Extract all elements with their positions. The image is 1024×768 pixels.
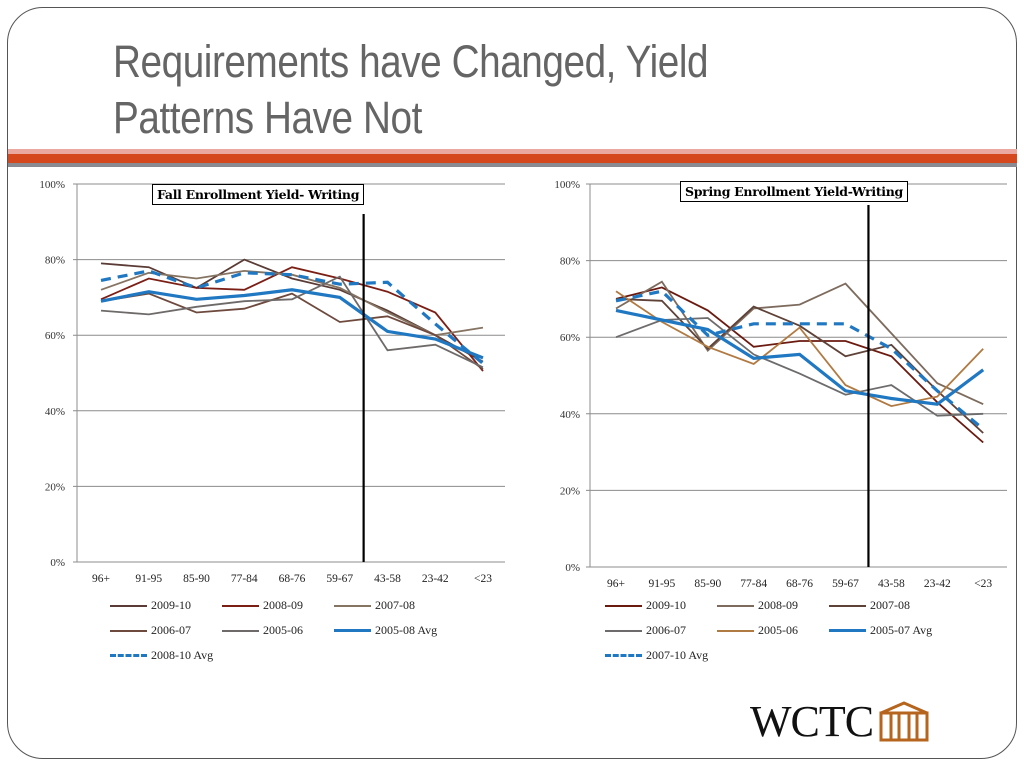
fall-chart-title: Fall Enrollment Yield- Writing: [152, 184, 365, 205]
legend-label: 2008-10 Avg: [151, 648, 214, 662]
x-tick-label: 77-84: [231, 573, 258, 585]
x-tick-label: 43-58: [878, 578, 905, 590]
legend-label: 2006-07: [151, 623, 191, 637]
legend-label: 2005-07 Avg: [870, 623, 933, 637]
spring-chart-title: Spring Enrollment Yield-Writing: [680, 181, 908, 202]
legend-swatch: [829, 604, 866, 607]
accent-stripe-light: [8, 149, 1017, 154]
building-columns-icon: [879, 701, 929, 742]
legend-label: 2006-07: [646, 623, 686, 637]
legend-label: 2005-08 Avg: [375, 623, 438, 637]
y-tick-label: 60%: [45, 330, 65, 342]
y-tick-label: 60%: [560, 332, 580, 344]
y-tick-label: 20%: [45, 481, 65, 493]
accent-stripe-gray: [8, 163, 1017, 167]
legend-label: 2005-06: [758, 623, 798, 637]
x-tick-label: 23-42: [422, 573, 449, 585]
y-tick-label: 0%: [565, 562, 580, 574]
y-tick-label: 20%: [560, 485, 580, 497]
legend-item: 2009-10: [605, 598, 686, 613]
legend-item: 2008-10 Avg: [110, 648, 213, 663]
series-line-2005-06: [100, 275, 484, 369]
y-tick-label: 100%: [554, 179, 580, 191]
y-tick-label: 80%: [45, 255, 65, 267]
x-tick-label: 85-90: [694, 578, 721, 590]
legend-item: 2006-07: [110, 623, 191, 638]
legend-label: 2008-09: [263, 598, 303, 612]
y-tick-label: 40%: [560, 409, 580, 421]
legend-swatch: [829, 629, 866, 632]
x-tick-label: 68-76: [279, 573, 306, 585]
series-line-2008-09: [615, 280, 984, 406]
legend-label: 2007-10 Avg: [646, 648, 709, 662]
slide-title: Requirements have Changed, Yield Pattern…: [113, 34, 853, 146]
legend-swatch: [605, 604, 642, 607]
legend-item: 2006-07: [605, 623, 686, 638]
legend-label: 2009-10: [646, 598, 686, 612]
spring-yield-chart: 0% 20% 40% 60% 80% 100% 96+ 91-95 85-90 77-84 68-7…: [554, 179, 1007, 590]
legend-item: 2005-06: [222, 623, 303, 638]
legend-label: 2008-09: [758, 598, 798, 612]
series-line-2006-07: [615, 317, 984, 417]
legend-swatch: [222, 604, 259, 607]
series-line-2008-09: [100, 266, 484, 372]
legend-label: 2007-08: [375, 598, 415, 612]
series-line-2007-08: [100, 269, 484, 337]
x-tick-label: 77-84: [740, 578, 767, 590]
series-line-2005-07-avg: [615, 308, 985, 406]
legend-swatch: [334, 604, 371, 607]
x-tick-label: 59-67: [832, 578, 859, 590]
slide-frame: [7, 7, 1017, 759]
x-tick-label: 85-90: [183, 573, 210, 585]
fall-yield-chart: 0% 20% 40% 60% 80% 100% 96+ 91-95 85-90 77-84 68-7…: [39, 179, 505, 585]
legend-item: 2005-08 Avg: [334, 623, 437, 638]
legend-swatch: [605, 654, 642, 657]
legend-item: 2007-10 Avg: [605, 648, 708, 663]
y-tick-label: 100%: [39, 179, 65, 191]
x-tick-label: 59-67: [326, 573, 353, 585]
x-tick-label: 96+: [607, 578, 625, 590]
legend-label: 2007-08: [870, 598, 910, 612]
legend-item: 2009-10: [110, 598, 191, 613]
legend-item: 2007-08: [829, 598, 910, 613]
x-tick-label: 91-95: [135, 573, 162, 585]
y-tick-label: 0%: [50, 557, 65, 569]
legend-swatch: [110, 654, 147, 657]
series-line-2005-06: [615, 290, 984, 408]
legend-label: 2005-06: [263, 623, 303, 637]
series-line-2009-10: [615, 286, 984, 444]
legend-item: 2007-08: [334, 598, 415, 613]
x-tick-label: <23: [974, 578, 992, 590]
legend-swatch: [717, 604, 754, 607]
slide-title-line-2: Patterns Have Not: [113, 92, 422, 143]
series-line-2006-07: [100, 292, 484, 370]
legend-swatch: [334, 629, 371, 632]
legend-swatch: [717, 629, 754, 632]
legend-item: 2008-09: [222, 598, 303, 613]
logo-text: WCTC: [750, 697, 874, 746]
slide-title-line-1: Requirements have Changed, Yield: [113, 36, 709, 87]
x-tick-label: 96+: [92, 573, 110, 585]
legend-item: 2005-06: [717, 623, 798, 638]
legend-swatch: [222, 629, 259, 632]
legend-swatch: [110, 604, 147, 607]
series-line-2005-08-avg: [100, 288, 484, 360]
x-tick-label: <23: [474, 573, 492, 585]
series-line-2008-10-avg: [100, 269, 485, 365]
x-tick-label: 68-76: [786, 578, 813, 590]
legend-label: 2009-10: [151, 598, 191, 612]
y-tick-label: 40%: [45, 406, 65, 418]
legend-swatch: [110, 629, 147, 632]
legend-item: 2005-07 Avg: [829, 623, 932, 638]
legend-swatch: [605, 629, 642, 632]
x-tick-label: 43-58: [374, 573, 401, 585]
legend-item: 2008-09: [717, 598, 798, 613]
wctc-logo: WCTC: [750, 700, 931, 744]
x-tick-label: 23-42: [924, 578, 951, 590]
accent-stripe-main: [8, 154, 1017, 163]
x-tick-label: 91-95: [648, 578, 675, 590]
y-tick-label: 80%: [560, 256, 580, 268]
series-line-2007-10-avg: [615, 289, 985, 431]
